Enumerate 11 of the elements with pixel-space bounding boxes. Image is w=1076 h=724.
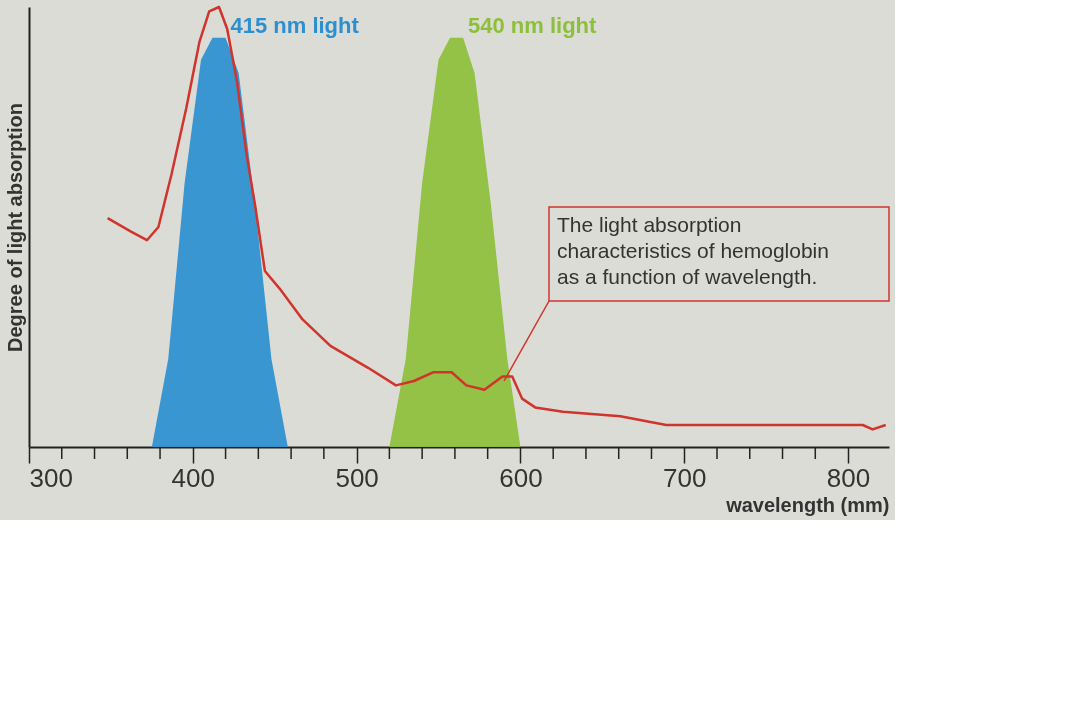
x-tick-label: 800 bbox=[826, 462, 871, 493]
y-axis-title: Degree of light absorption bbox=[3, 103, 26, 352]
annotation: The light absorption characteristics of hemoglobin as a function of wavelength. bbox=[557, 213, 829, 288]
series-label: 540 nm light bbox=[467, 12, 598, 38]
x-tick-label: 600 bbox=[499, 462, 543, 493]
series-label: 415 nm light bbox=[230, 12, 360, 38]
x-axis-title: wavelength (mm) bbox=[725, 493, 890, 516]
x-tick-label: 700 bbox=[663, 462, 707, 493]
x-tick-label: 300 bbox=[29, 462, 73, 493]
x-tick-label: 400 bbox=[171, 462, 215, 493]
x-tick-label: 500 bbox=[335, 462, 379, 493]
